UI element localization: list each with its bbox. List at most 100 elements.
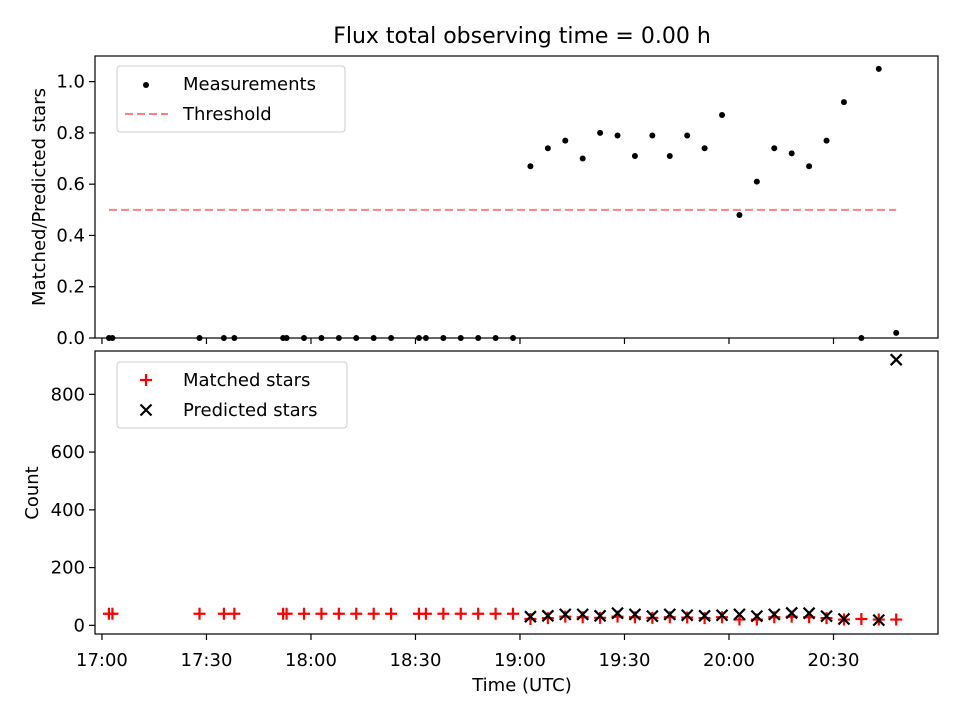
measurement-point xyxy=(666,152,673,159)
x-tick-label: 18:00 xyxy=(285,650,337,671)
measurement-point xyxy=(301,335,308,341)
predicted-star-point xyxy=(767,608,781,621)
matched-star-point xyxy=(350,607,363,620)
matched-star-point xyxy=(419,607,432,620)
measurement-point xyxy=(771,145,778,152)
legend-label-predicted: Predicted stars xyxy=(183,400,317,421)
predicted-star-point xyxy=(837,612,851,626)
bottom-x-axis: 17:00 17:30 18:00 18:30 19:00 19:30 20:00 20:30 xyxy=(76,634,859,671)
measurement-point xyxy=(562,137,569,144)
y-tick-label: 400 xyxy=(51,500,85,521)
y-tick-label: 0.6 xyxy=(56,174,85,195)
measurement-point xyxy=(220,335,227,341)
measurement-point xyxy=(579,155,586,162)
measurement-point xyxy=(875,65,882,72)
predicted-star-point xyxy=(541,609,555,623)
legend-label-matched: Matched stars xyxy=(183,370,310,391)
chart-title: Flux total observing time = 0.00 h xyxy=(333,24,711,49)
measurement-point xyxy=(806,163,813,170)
predicted-star-point xyxy=(802,606,816,620)
matched-star-point xyxy=(454,607,467,620)
predicted-star-point xyxy=(576,608,589,621)
top-legend-box xyxy=(116,65,346,133)
measurement-point xyxy=(109,335,116,341)
measurement-point xyxy=(684,132,691,139)
predicted-star-point xyxy=(558,608,572,621)
matched-star-point xyxy=(820,612,833,625)
measurement-point xyxy=(631,152,638,159)
legend-marker-measurements xyxy=(143,82,149,88)
measurement-point xyxy=(527,163,534,170)
y-tick-label: 800 xyxy=(51,384,85,405)
measurement-point xyxy=(335,335,342,341)
x-tick-label: 19:30 xyxy=(599,650,651,671)
measurement-point xyxy=(719,111,726,118)
top-y-axis: 0.0 0.2 0.4 0.6 0.8 1.0 xyxy=(56,72,95,349)
bottom-y-axis: 0 200 400 600 800 xyxy=(51,384,95,636)
y-tick-label: 0.8 xyxy=(56,123,85,144)
predicted-star-point xyxy=(785,606,798,620)
measurement-point xyxy=(893,329,900,336)
matched-star-point xyxy=(385,607,398,620)
matched-star-point xyxy=(646,611,659,624)
measurement-point xyxy=(858,335,865,341)
top-plot-marks xyxy=(105,65,900,341)
measurement-point xyxy=(544,145,551,152)
y-tick-label: 0.0 xyxy=(56,328,85,349)
matched-star-point xyxy=(559,610,572,623)
matched-star-point xyxy=(681,611,694,624)
x-tick-label: 20:30 xyxy=(808,650,860,671)
legend-marker-predicted xyxy=(139,403,153,417)
measurement-point xyxy=(196,335,203,341)
matched-star-point xyxy=(193,607,206,620)
predicted-star-point xyxy=(733,608,746,621)
x-axis-label: Time (UTC) xyxy=(471,675,572,696)
predicted-star-point xyxy=(611,606,624,620)
matched-star-point xyxy=(855,612,868,625)
bottom-y-axis-label: Count xyxy=(22,466,43,519)
matched-star-point xyxy=(890,613,903,626)
measurement-point xyxy=(840,99,847,106)
matched-star-point xyxy=(228,607,241,620)
top-y-axis-label: Matched/Predicted stars xyxy=(29,88,50,306)
measurement-point xyxy=(649,132,656,139)
matched-star-point xyxy=(298,607,311,620)
measurement-point xyxy=(475,335,482,341)
predicted-star-point xyxy=(820,609,833,623)
matched-star-point xyxy=(716,611,729,624)
predicted-star-point xyxy=(628,608,642,621)
measurement-point xyxy=(440,335,447,341)
bottom-legend: Matched stars Predicted stars xyxy=(116,361,348,429)
predicted-star-point xyxy=(663,608,677,621)
measurement-point xyxy=(753,178,760,185)
measurement-point xyxy=(788,150,795,157)
y-tick-label: 600 xyxy=(51,442,85,463)
measurement-point xyxy=(510,335,517,341)
matched-star-point xyxy=(217,607,230,620)
matched-star-point xyxy=(524,612,537,625)
predicted-star-point xyxy=(698,609,711,623)
predicted-star-point xyxy=(889,353,903,366)
measurement-point xyxy=(353,335,360,341)
matched-star-point xyxy=(507,607,520,620)
top-x-axis xyxy=(101,338,835,344)
measurement-point xyxy=(597,129,604,136)
matched-star-point xyxy=(698,612,711,625)
measurement-point xyxy=(736,211,743,218)
predicted-star-point xyxy=(524,610,537,623)
x-tick-label: 19:00 xyxy=(494,650,546,671)
matched-star-point xyxy=(367,607,380,620)
x-tick-label: 18:30 xyxy=(390,650,442,671)
x-tick-label: 17:30 xyxy=(181,650,233,671)
matched-star-point xyxy=(594,611,607,624)
predicted-star-point xyxy=(593,609,607,623)
measurement-point xyxy=(283,335,290,341)
legend-marker-matched xyxy=(140,374,152,386)
top-legend: Measurements Threshold xyxy=(116,65,346,133)
y-tick-label: 200 xyxy=(51,558,85,579)
predicted-star-point xyxy=(750,609,764,623)
measurement-point xyxy=(415,335,422,341)
x-tick-label: 17:00 xyxy=(76,650,128,671)
measurement-point xyxy=(614,132,621,139)
